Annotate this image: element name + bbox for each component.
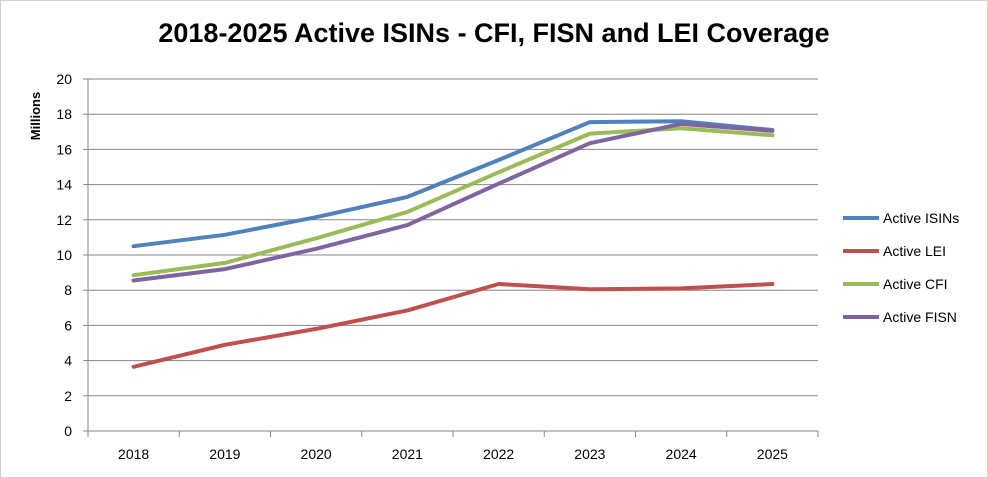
chart-title: 2018-2025 Active ISINs - CFI, FISN and L… (158, 18, 830, 48)
x-tick-label: 2021 (392, 446, 423, 462)
x-tick-label: 2018 (118, 446, 149, 462)
y-tick-label: 2 (64, 388, 72, 404)
legend-label-active-cfi: Active CFI (883, 276, 948, 292)
series-line-active-fisn (131, 121, 775, 283)
y-tick-label: 6 (64, 317, 72, 333)
y-tick-label: 8 (64, 282, 72, 298)
series-line-active-cfi (131, 126, 775, 278)
y-tick-label: 10 (56, 247, 72, 263)
x-tick-label: 2022 (483, 446, 514, 462)
y-tick-label: 12 (56, 212, 72, 228)
y-tick-label: 20 (56, 71, 72, 87)
x-tick-label: 2024 (666, 446, 697, 462)
x-tick-label: 2020 (301, 446, 332, 462)
legend-label-active-isins: Active ISINs (883, 210, 959, 226)
y-tick-label: 4 (64, 353, 72, 369)
x-tick-label: 2019 (209, 446, 240, 462)
legend-label-active-lei: Active LEI (883, 243, 946, 259)
y-tick-label: 14 (56, 177, 72, 193)
x-tick-label: 2023 (574, 446, 605, 462)
legend-label-active-fisn: Active FISN (883, 309, 957, 325)
y-tick-label: 16 (56, 141, 72, 157)
series-line-active-lei (131, 282, 775, 369)
y-tick-label: 18 (56, 106, 72, 122)
y-tick-label: 0 (64, 423, 72, 439)
y-axis-label: Millions (28, 92, 43, 140)
x-tick-label: 2025 (757, 446, 788, 462)
series-line-active-isins (131, 119, 775, 249)
